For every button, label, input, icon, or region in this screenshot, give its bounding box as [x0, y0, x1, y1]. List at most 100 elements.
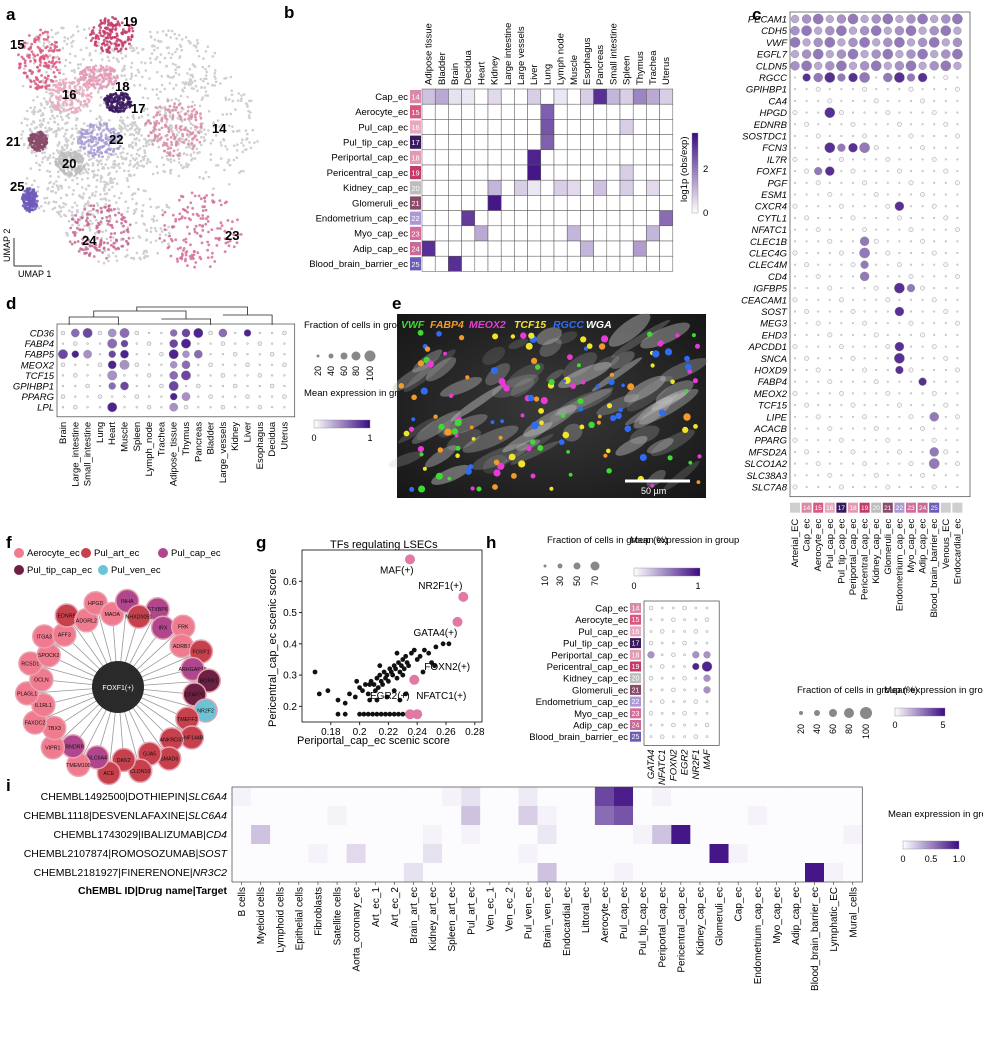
umap-cell-grey	[236, 149, 239, 152]
dotplot-c-dot	[806, 416, 808, 418]
dotplot-d-dot	[98, 331, 102, 335]
umap-cell-22	[79, 135, 82, 138]
umap-cell-14	[155, 106, 158, 109]
dotplot-c-dot	[841, 334, 843, 336]
umap-cell-grey	[170, 158, 173, 161]
heatmap-b-cell	[514, 241, 527, 256]
heatmap-b-cell	[607, 165, 620, 180]
umap-cell-grey	[202, 177, 205, 180]
dotplot-c-dot	[909, 321, 913, 325]
dotplot-c-dot	[837, 50, 846, 59]
umap-cell-grey	[59, 79, 62, 82]
dotplot-c-dot	[817, 346, 819, 348]
dotplot-c-dot	[899, 428, 901, 430]
umap-cell-grey	[194, 65, 197, 68]
umap-cell-grey	[87, 164, 90, 167]
dotplot-c-dot	[841, 416, 843, 418]
dotplot-d-dot	[222, 353, 224, 355]
dotplot-d-dot	[161, 406, 163, 408]
dotplot-c-dot	[897, 263, 901, 267]
umap-cell-18	[86, 73, 89, 76]
umap-cell-22	[90, 138, 93, 141]
dotplot-c-dot	[826, 50, 834, 58]
drug-heatmap-cell	[366, 787, 385, 806]
umap-cell-19	[132, 30, 135, 33]
umap-cell-19	[124, 30, 127, 33]
dotplot-c-dot	[862, 181, 866, 185]
umap-cell-grey	[203, 128, 206, 131]
umap-cell-grey	[159, 61, 162, 64]
umap-cell-22	[105, 134, 108, 137]
umap-cell-23	[176, 258, 179, 261]
umap-cell-grey	[211, 84, 214, 87]
dotplot-c-dot	[875, 264, 877, 266]
dotplot-c-dot	[909, 134, 913, 138]
dotplot-h-row-label: Aerocyte_ec	[575, 615, 628, 626]
heatmap-b-cell	[514, 180, 527, 195]
umap-cell-grey	[57, 175, 60, 178]
heatmap-b-cell	[646, 135, 659, 150]
microscopy-signal-dot	[526, 343, 533, 350]
umap-cell-grey	[141, 164, 144, 167]
dotplot-c-dot	[932, 110, 936, 114]
network-legend-swatch	[14, 548, 24, 558]
dotplot-c-dot	[932, 344, 936, 348]
umap-cell-15	[47, 36, 50, 39]
umap-cell-22	[96, 150, 99, 153]
dotplot-c-dot	[794, 229, 796, 231]
umap-label-17: 17	[131, 101, 145, 116]
heatmap-b-cell	[528, 195, 541, 210]
umap-cell-17	[109, 93, 112, 96]
umap-cell-grey	[39, 126, 42, 129]
dotplot-c-dot	[910, 475, 912, 477]
scatter-point	[326, 688, 331, 693]
umap-cell-grey	[196, 152, 199, 155]
umap-cell-grey	[174, 68, 177, 71]
umap-cell-18	[112, 76, 115, 79]
dotplot-c-dot	[806, 393, 808, 395]
umap-cell-grey	[187, 40, 190, 43]
umap-cell-23	[189, 218, 192, 221]
umap-cell-24	[99, 243, 102, 246]
dotplot-c-dot	[875, 124, 877, 126]
dotplot-c-gene: EDNRB	[754, 120, 788, 131]
umap-cell-grey	[39, 119, 42, 122]
umap-cell-23	[209, 265, 212, 268]
umap-cell-grey	[71, 211, 74, 214]
dotplot-c-dot	[886, 157, 890, 161]
umap-cell-19	[110, 42, 113, 45]
microscopy-channel-label: MEOX2	[469, 319, 506, 331]
umap-cell-18	[99, 85, 102, 88]
umap-cell-24	[120, 213, 123, 216]
dotplot-c-dot	[944, 309, 948, 313]
umap-cell-19	[112, 24, 115, 27]
dotplot-h-gene-label: EGR2	[680, 749, 691, 776]
dotplot-c-group-badge	[952, 503, 962, 513]
heatmap-b-cell	[594, 119, 607, 134]
umap-cell-14	[172, 115, 175, 118]
umap-cell-14	[167, 147, 170, 150]
umap-cell-25	[24, 202, 27, 205]
dotplot-c-dot	[817, 147, 819, 149]
dotplot-c-dot	[828, 473, 832, 477]
dotplot-h-dot	[650, 630, 652, 632]
umap-cell-grey	[117, 164, 120, 167]
umap-cell-15	[28, 48, 31, 51]
dotplot-c-group-badge	[790, 503, 800, 513]
heatmap-b-cell	[633, 256, 646, 271]
microscopy-signal-dot	[683, 413, 690, 420]
scatter-highlight-point	[409, 675, 419, 685]
dotplot-c-dot	[887, 170, 889, 172]
dotplot-d-gene: PPARG	[21, 392, 54, 403]
heatmap-b-row-label: Aerocyte_ec	[355, 107, 408, 118]
network-node-label: ANKRD37	[159, 737, 183, 743]
dotplot-d-dot	[124, 406, 126, 408]
dotplot-h-dot	[661, 607, 663, 609]
heatmap-b-row-id: 20	[411, 184, 419, 193]
dotplot-c-dot	[887, 369, 889, 371]
dotplot-d-dot	[197, 375, 199, 377]
umap-cell-grey	[179, 141, 182, 144]
dotplot-c-dot	[829, 369, 831, 371]
heatmap-b-cell	[594, 150, 607, 165]
heatmap-b-cell	[462, 180, 475, 195]
